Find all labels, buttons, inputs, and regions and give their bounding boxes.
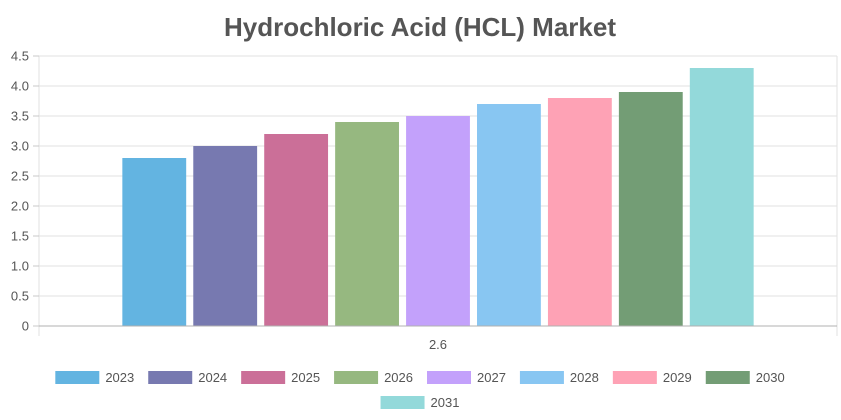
- legend-swatch: [241, 371, 286, 384]
- bar-2027[interactable]: [406, 116, 470, 326]
- legend-label: 2031: [431, 395, 460, 410]
- y-tick-label: 0.5: [11, 289, 29, 304]
- legend-item-2028[interactable]: 2028: [519, 370, 599, 385]
- bar-2031[interactable]: [689, 68, 754, 326]
- y-tick-label: 3.0: [11, 139, 29, 154]
- y-axis-ticks: 0 0.5 1.0 1.5 2.0 2.5 3.0 3.5 4.0 4.5: [11, 49, 39, 334]
- legend-item-2027[interactable]: 2027: [427, 370, 506, 385]
- y-tick-label: 1.0: [11, 259, 29, 274]
- legend-swatch: [55, 371, 100, 384]
- legend-label: 2026: [384, 370, 413, 385]
- legend-swatch: [148, 371, 193, 384]
- legend-item-2029[interactable]: 2029: [612, 370, 692, 385]
- y-tick-label: 1.5: [11, 229, 29, 244]
- bar-2026[interactable]: [335, 122, 399, 326]
- legend-item-2030[interactable]: 2030: [705, 370, 785, 385]
- bar-2023[interactable]: [122, 158, 187, 326]
- legend-item-2031[interactable]: 2031: [380, 395, 460, 410]
- legend-label: 2025: [291, 370, 320, 385]
- bar-2030[interactable]: [618, 92, 683, 326]
- bar-2024[interactable]: [193, 146, 258, 326]
- legend-swatch: [380, 396, 425, 409]
- y-tick-label: 4.5: [11, 49, 29, 64]
- legend-label: 2024: [198, 370, 227, 385]
- legend-label: 2023: [105, 370, 134, 385]
- y-tick-label: 4.0: [11, 79, 29, 94]
- legend-swatch: [427, 371, 471, 384]
- legend-label: 2030: [756, 370, 785, 385]
- legend-item-2023[interactable]: 2023: [55, 370, 134, 385]
- legend: 2023 2024 2025 2026 2027 2028 2029 2030 2031: [55, 370, 785, 410]
- legend-swatch: [519, 371, 564, 384]
- legend-swatch: [334, 371, 379, 384]
- bar-2028[interactable]: [477, 104, 541, 326]
- legend-label: 2027: [477, 370, 506, 385]
- y-tick-label: 2.5: [11, 169, 29, 184]
- legend-label: 2029: [663, 370, 692, 385]
- x-axis: 2.6: [39, 325, 837, 352]
- legend-label: 2028: [570, 370, 599, 385]
- chart-title: Hydrochloric Acid (HCL) Market: [224, 12, 616, 42]
- legend-item-2026[interactable]: 2026: [334, 370, 413, 385]
- legend-swatch: [612, 371, 657, 384]
- x-tick-label: 2.6: [429, 337, 447, 352]
- bar-2029[interactable]: [547, 98, 612, 326]
- y-tick-label: 0: [22, 319, 29, 334]
- legend-item-2024[interactable]: 2024: [148, 370, 227, 385]
- bar-2025[interactable]: [264, 134, 329, 326]
- y-tick-label: 3.5: [11, 109, 29, 124]
- legend-item-2025[interactable]: 2025: [241, 370, 320, 385]
- bars: [122, 68, 754, 326]
- legend-swatch: [705, 371, 750, 384]
- y-tick-label: 2.0: [11, 199, 29, 214]
